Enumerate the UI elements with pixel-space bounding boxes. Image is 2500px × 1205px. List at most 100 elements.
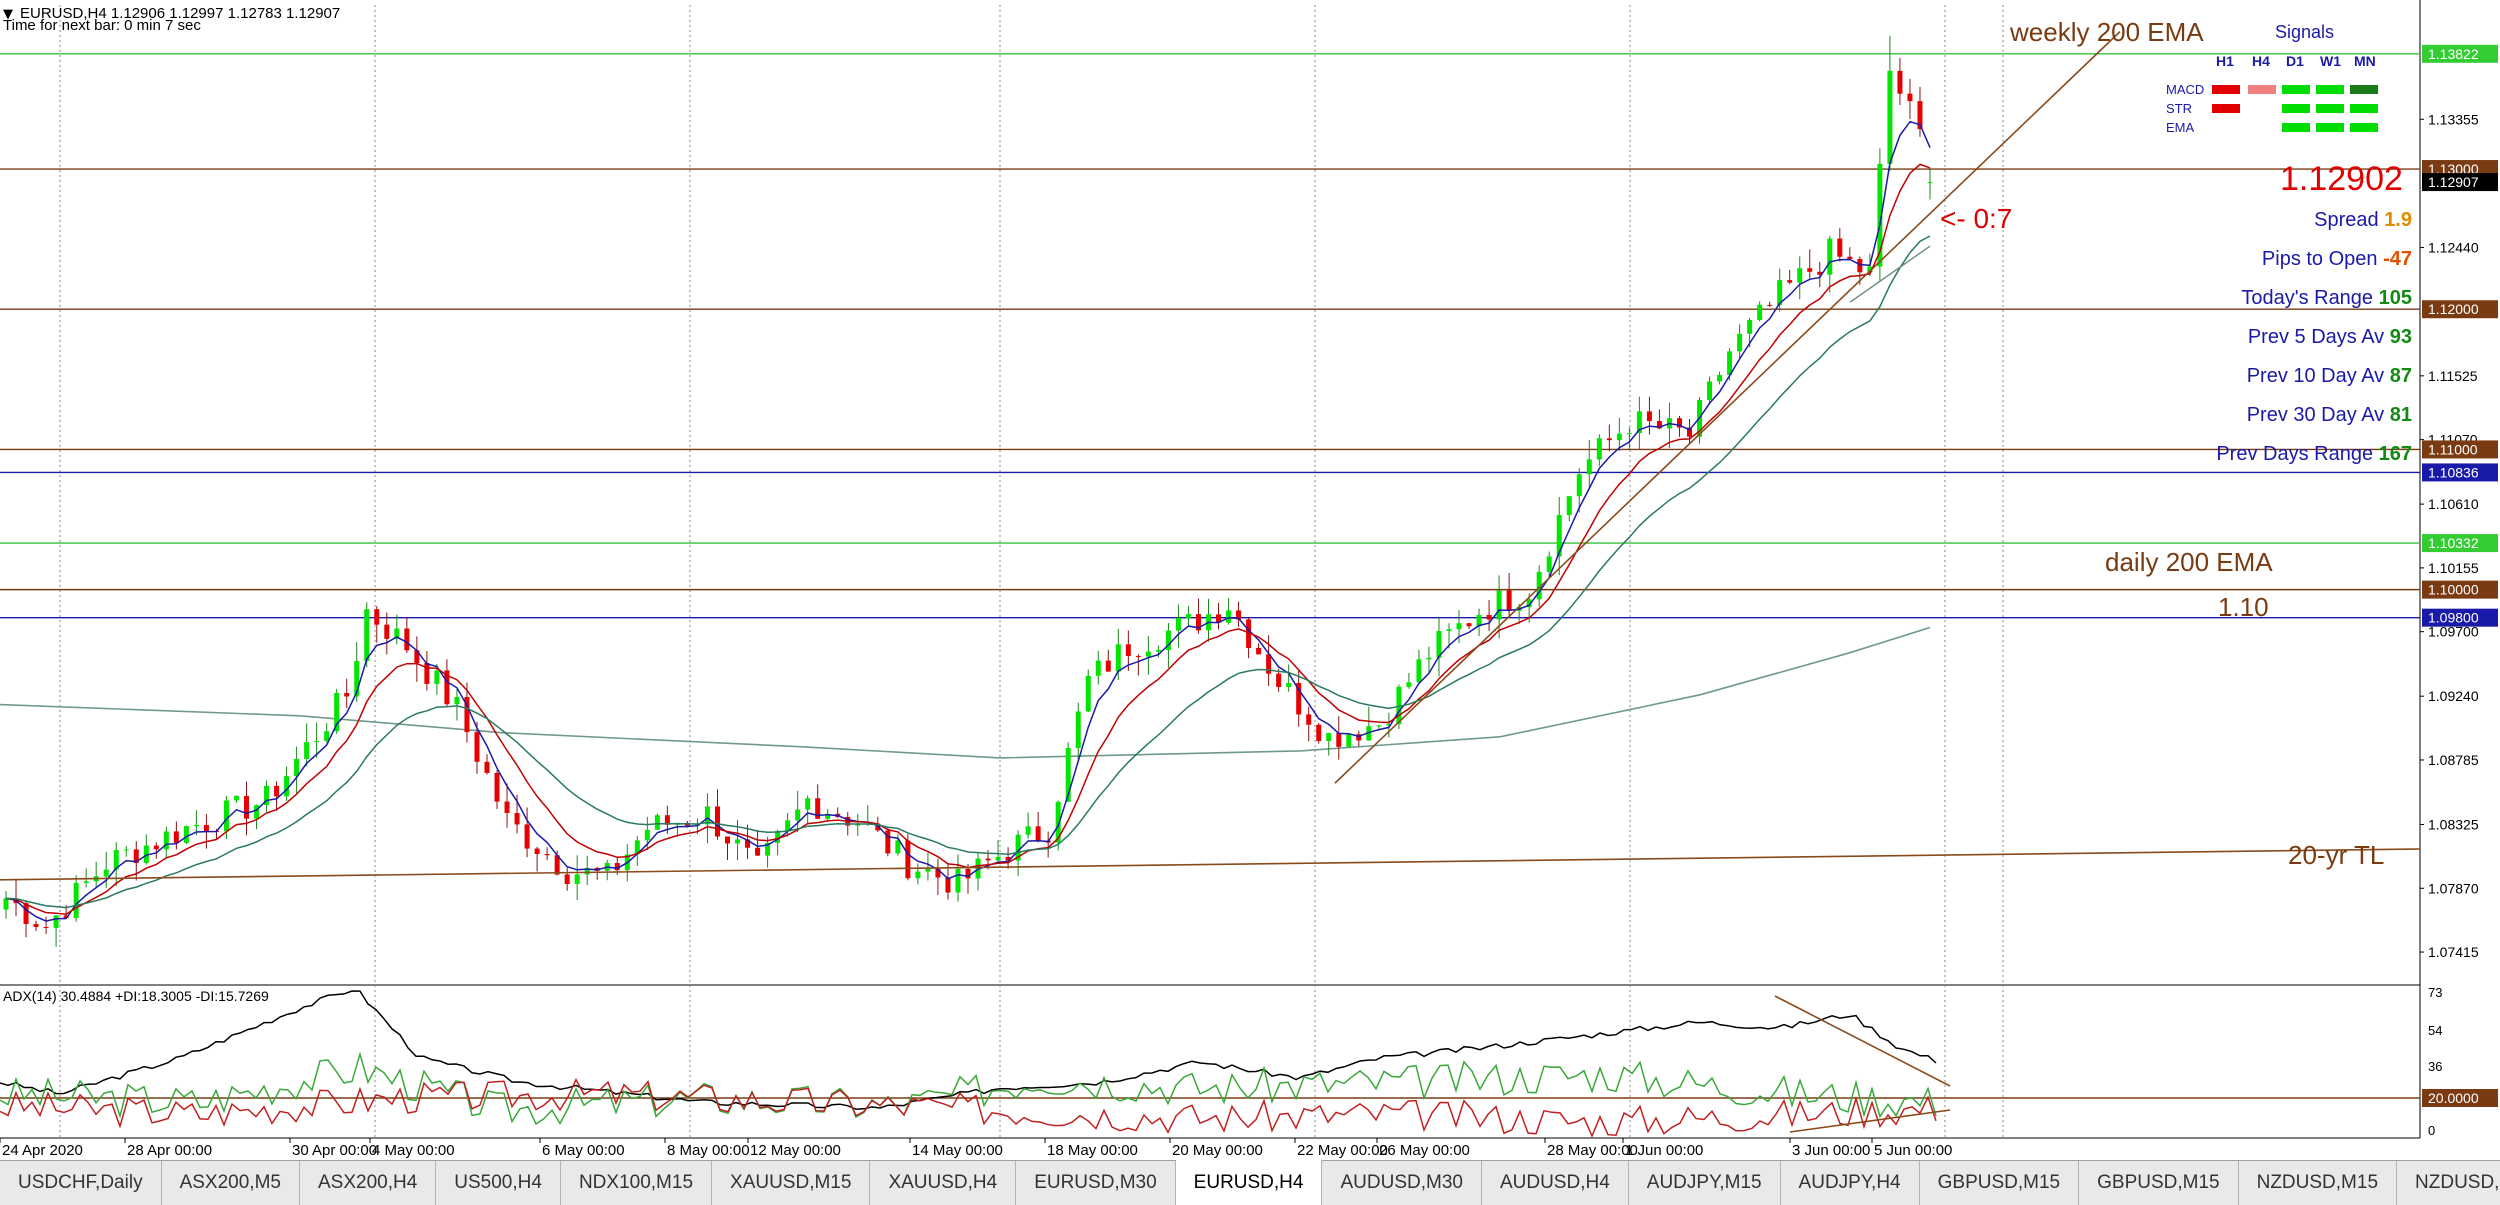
candle-body — [524, 824, 530, 849]
candle-body — [1596, 438, 1602, 460]
symbol-tab[interactable]: NZDUSD,M15 — [2239, 1161, 2398, 1205]
candle-body — [294, 758, 300, 777]
candle-body — [815, 798, 821, 819]
candle-body — [1656, 421, 1662, 429]
symbol-tab[interactable]: AUDUSD,H4 — [1482, 1161, 1629, 1205]
time-axis-label: 20 May 00:00 — [1172, 1142, 1263, 1159]
candle-body — [494, 772, 500, 802]
symbol-tab[interactable]: AUDUSD,M30 — [1322, 1161, 1482, 1205]
indicator-axis-label: 73 — [2428, 985, 2442, 1000]
symbol-tab[interactable]: NDX100,M15 — [561, 1161, 713, 1205]
candle-body — [1917, 101, 1923, 130]
candle-body — [1015, 834, 1021, 861]
candle-body — [143, 845, 149, 863]
candle-body — [1646, 411, 1652, 422]
candle-body — [725, 836, 730, 844]
price-level-tag[interactable] — [2422, 463, 2498, 482]
symbol-tab[interactable]: EURUSD,H4 — [1175, 1158, 1323, 1205]
candle-body — [1767, 304, 1773, 306]
uptrend-line[interactable] — [1334, 31, 2121, 784]
ema-fast-line — [5, 120, 1931, 922]
candle-body — [765, 842, 771, 856]
candle-body — [785, 820, 791, 831]
candle-body — [1436, 631, 1442, 658]
long-term-trendline[interactable] — [0, 848, 2421, 881]
candle-body — [1636, 411, 1642, 434]
candle-body — [474, 732, 480, 762]
candle-body — [1586, 459, 1592, 475]
chart-menu-icon[interactable]: ▼ — [3, 7, 13, 22]
candle-body — [1095, 660, 1101, 676]
signals-column-header: D1 — [2286, 53, 2304, 69]
candle-body — [1486, 615, 1492, 620]
symbol-tab[interactable]: XAUUSD,M15 — [712, 1161, 871, 1205]
time-axis-label: 14 May 00:00 — [912, 1142, 1003, 1159]
candle-body — [1496, 590, 1502, 620]
adx-divergence-line — [1774, 995, 1951, 1087]
time-axis-label: 30 Apr 00:00 — [292, 1142, 377, 1159]
signal-indicator — [2316, 104, 2344, 113]
price-level-tag[interactable] — [2422, 608, 2498, 627]
candle-body — [1236, 610, 1242, 620]
symbol-tab[interactable]: AUDJPY,M15 — [1629, 1161, 1781, 1205]
price-level-tag[interactable] — [2422, 300, 2498, 319]
price-level-tag-label: 1.11000 — [2428, 441, 2478, 457]
candle-body — [133, 849, 139, 863]
candle-body — [1506, 590, 1512, 611]
symbol-tab[interactable]: USDCHF,Daily — [0, 1161, 162, 1205]
symbol-tab[interactable]: NZDUSD,H4 — [2397, 1161, 2500, 1205]
ema-200-line — [0, 626, 1931, 759]
candle-body — [274, 785, 280, 797]
price-axis-label: 1.12440 — [2428, 240, 2479, 256]
candle-body — [985, 858, 991, 861]
stat-value: -47 — [2383, 248, 2412, 270]
candle-body — [1195, 614, 1201, 631]
symbol-tab[interactable]: ASX200,H4 — [300, 1161, 437, 1205]
price-level-tag[interactable] — [2422, 173, 2498, 192]
signal-indicator — [2282, 123, 2310, 132]
candle-body — [1737, 333, 1743, 352]
candle-body — [805, 798, 811, 810]
candle-body — [43, 927, 49, 929]
symbol-tab[interactable]: GBPUSD,M15 — [1920, 1161, 2080, 1205]
candle-body — [1526, 599, 1532, 608]
candle-body — [1165, 630, 1171, 650]
candle-body — [1316, 724, 1322, 742]
time-axis-label: 5 Jun 00:00 — [1874, 1142, 1952, 1159]
price-level-tag-label: 1.13822 — [2428, 46, 2479, 62]
time-axis-label: 4 May 00:00 — [372, 1142, 455, 1159]
candle-body — [1727, 351, 1733, 375]
candle-body — [1276, 673, 1282, 688]
candle-body — [574, 874, 580, 884]
daily-200-ema-annotation: daily 200 EMA — [2105, 547, 2273, 577]
timer-line: Time for next bar: 0 min 7 sec — [3, 17, 201, 34]
candle-body — [775, 830, 781, 843]
candle-body — [1216, 614, 1222, 623]
candle-body — [1115, 644, 1121, 672]
candle-body — [153, 845, 159, 850]
indicator-axis-label: 54 — [2428, 1023, 2442, 1038]
candle-body — [664, 815, 670, 825]
candle-body — [183, 826, 189, 843]
candle-body — [885, 830, 891, 854]
price-level-tag[interactable] — [2422, 440, 2498, 459]
symbol-tab[interactable]: GBPUSD,M15 — [2079, 1161, 2239, 1205]
candle-body — [284, 776, 290, 797]
symbol-tab[interactable]: EURUSD,M30 — [1016, 1161, 1176, 1205]
price-chart[interactable]: 1.133551.124401.115251.110701.106101.101… — [0, 0, 2500, 1160]
symbol-tab[interactable]: XAUUSD,H4 — [870, 1161, 1017, 1205]
candle-body — [995, 856, 1001, 861]
time-axis-label: 26 May 00:00 — [1379, 1142, 1470, 1159]
candle-body — [1546, 556, 1552, 572]
symbol-tab[interactable]: US500,H4 — [436, 1161, 561, 1205]
ema-slow-line — [5, 235, 1931, 909]
price-level-tag[interactable] — [2422, 44, 2498, 63]
candle-body — [554, 855, 560, 875]
symbol-tab[interactable]: AUDJPY,H4 — [1781, 1161, 1920, 1205]
price-level-tag[interactable] — [2422, 580, 2498, 599]
price-level-tag[interactable] — [2422, 534, 2498, 553]
candle-body — [193, 824, 199, 827]
symbol-tab[interactable]: ASX200,M5 — [162, 1161, 300, 1205]
symbol-line: EURUSD,H4 1.12906 1.12997 1.12783 1.1290… — [20, 5, 340, 22]
